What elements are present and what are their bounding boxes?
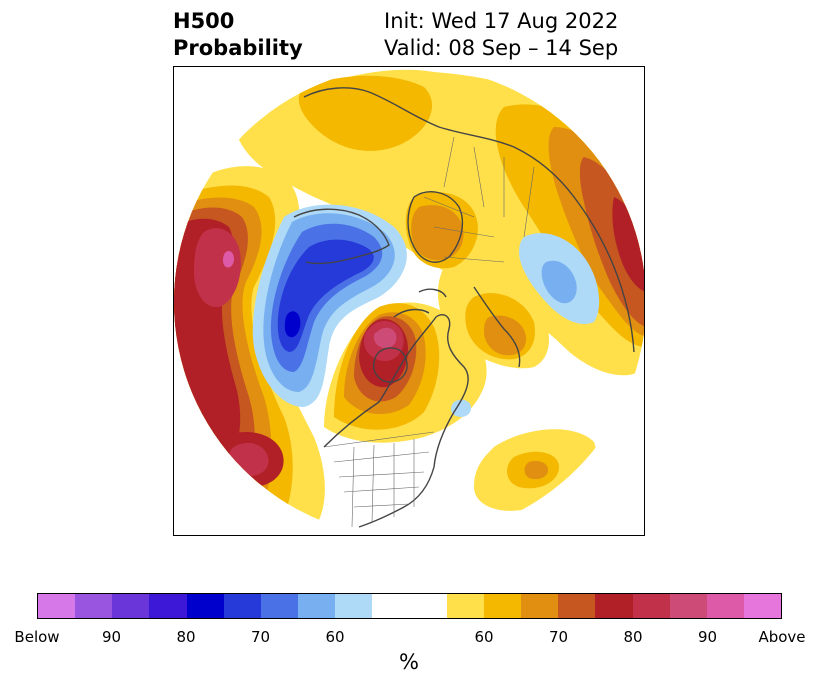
coastline-eurasia (303, 87, 635, 353)
colorbar-tick-label: 70 (250, 628, 271, 646)
colorbar-tick-label: 60 (474, 628, 494, 646)
coastlines (293, 87, 635, 528)
colorbar-swatch (298, 594, 336, 618)
below-65-region-siberia (541, 260, 577, 304)
coastline-alaska (293, 208, 390, 265)
colorbar-swatch (521, 594, 559, 618)
coastline-greenland (407, 191, 464, 263)
map-disk (174, 67, 644, 535)
colorbar-swatch (595, 594, 633, 618)
above-85-region-west (194, 228, 241, 308)
coastline-europe (473, 286, 521, 368)
colorbar (37, 593, 782, 619)
colorbar-swatch (483, 594, 522, 618)
coastline-hudson-bay (372, 347, 408, 383)
colorbar-swatch (223, 594, 261, 618)
colorbar-swatch (186, 594, 224, 618)
colorbar-swatch (706, 594, 744, 618)
colorbar-swatch (632, 594, 670, 618)
below-75-region-trough (277, 239, 374, 352)
above-65-region-eurasia (298, 75, 433, 151)
colorbar-swatch (558, 594, 596, 618)
map-panel (173, 66, 645, 536)
above-75-region-siberia (579, 157, 644, 327)
political-borders (323, 136, 535, 528)
colorbar-swatch (743, 594, 782, 618)
colorbar-swatch (260, 594, 299, 618)
colorbar-tick-label: Above (758, 628, 806, 646)
colorbar-swatch (112, 594, 150, 618)
colorbar-swatch (75, 594, 113, 618)
probability-map (174, 67, 644, 535)
colorbar-swatch (38, 594, 76, 618)
colorbar-tick-label: 90 (697, 628, 718, 646)
colorbar-unit: % (399, 650, 419, 674)
above-80-region-siberia (612, 197, 644, 292)
coastline-arctic-islands (393, 288, 447, 318)
title-line-1: H500 (173, 9, 235, 33)
below-60-region-atlantic (451, 399, 472, 417)
above-70-region-atlantic (524, 461, 549, 480)
map-dates: Init: Wed 17 Aug 2022 Valid: 08 Sep – 14… (384, 8, 618, 62)
above-90-region-canada (373, 327, 397, 349)
colorbar-tick-label: 80 (176, 628, 196, 646)
border-states-2 (351, 439, 415, 528)
title-line-2: Probability (173, 36, 303, 60)
colorbar-tick-label: 80 (623, 628, 643, 646)
map-title: H500 Probability (173, 8, 303, 62)
colorbar-swatch (335, 594, 373, 618)
valid-period: Valid: 08 Sep – 14 Sep (384, 36, 619, 60)
colorbar-swatch (149, 594, 187, 618)
init-date: Init: Wed 17 Aug 2022 (384, 9, 619, 33)
colorbar-swatch (669, 594, 707, 618)
colorbar-tick-label: Below (14, 628, 60, 646)
above-70-region-greenland (411, 205, 464, 261)
colorbar-tick-label: 90 (101, 628, 122, 646)
above-95-region-west (223, 250, 234, 268)
colorbar-swatch (372, 594, 410, 618)
border-eurasia-2 (423, 196, 505, 263)
colorbar-swatch (446, 594, 484, 618)
border-eurasia-1 (443, 136, 535, 238)
below-80-region-trough (284, 311, 301, 338)
border-us-canada (323, 431, 435, 448)
colorbar-swatch (409, 594, 447, 618)
border-states-1 (333, 451, 430, 508)
colorbar-tick-label: 70 (548, 628, 569, 646)
colorbar-tick-label: 60 (325, 628, 345, 646)
